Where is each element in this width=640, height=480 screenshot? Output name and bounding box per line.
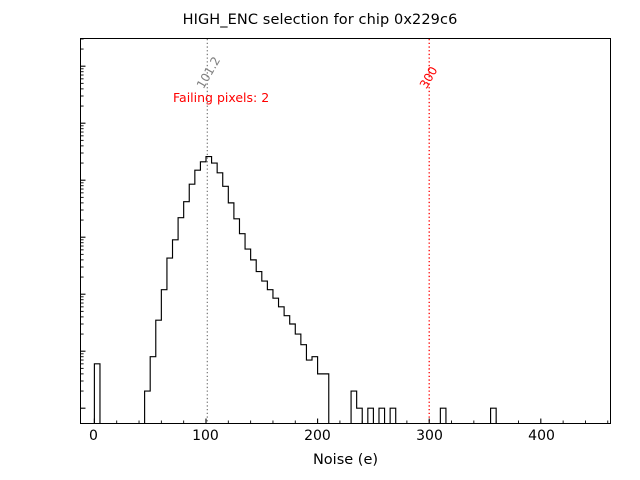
- x-tick-label: 300: [416, 428, 443, 444]
- histogram-step-line: [94, 157, 496, 423]
- x-axis-label: Noise (e): [312, 452, 379, 468]
- page-title: HIGH_ENC selection for chip 0x229c6: [182, 12, 458, 28]
- x-tick-label: 200: [304, 428, 331, 444]
- x-tick-label: 100: [192, 428, 219, 444]
- plot-area: 101.2 300 Failing pixels: 2: [80, 38, 611, 424]
- x-tick-label: 0: [88, 428, 98, 444]
- histogram-canvas: [81, 39, 610, 423]
- x-tick-label: 400: [528, 428, 555, 444]
- failing-pixels-annotation: Failing pixels: 2: [173, 90, 270, 105]
